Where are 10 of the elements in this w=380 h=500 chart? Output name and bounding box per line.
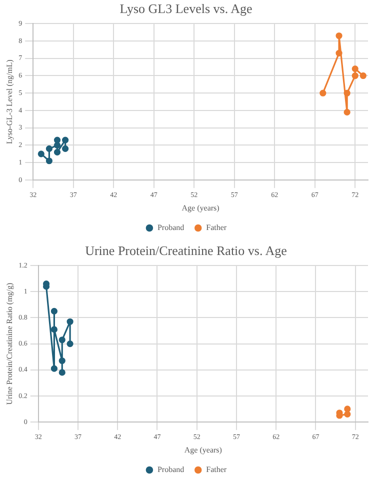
chart-title: Urine Protein/Creatinine Ratio vs. Age: [85, 243, 288, 258]
legend-label: Father: [206, 465, 227, 474]
legend-label: Father: [206, 223, 227, 232]
y-axis-title: Urine Protein/Creatinine Ratio (mg/g): [4, 282, 14, 405]
x-axis-title: Age (years): [182, 203, 220, 212]
x-axis-title: Age (years): [184, 445, 222, 454]
legend-label: Proband: [157, 223, 184, 232]
chart-title: Lyso GL3 Levels vs. Age: [120, 1, 252, 16]
y-axis-title: Lyso-GL-3 Level (ng/mL): [4, 59, 14, 144]
legend-label: Proband: [157, 465, 184, 474]
